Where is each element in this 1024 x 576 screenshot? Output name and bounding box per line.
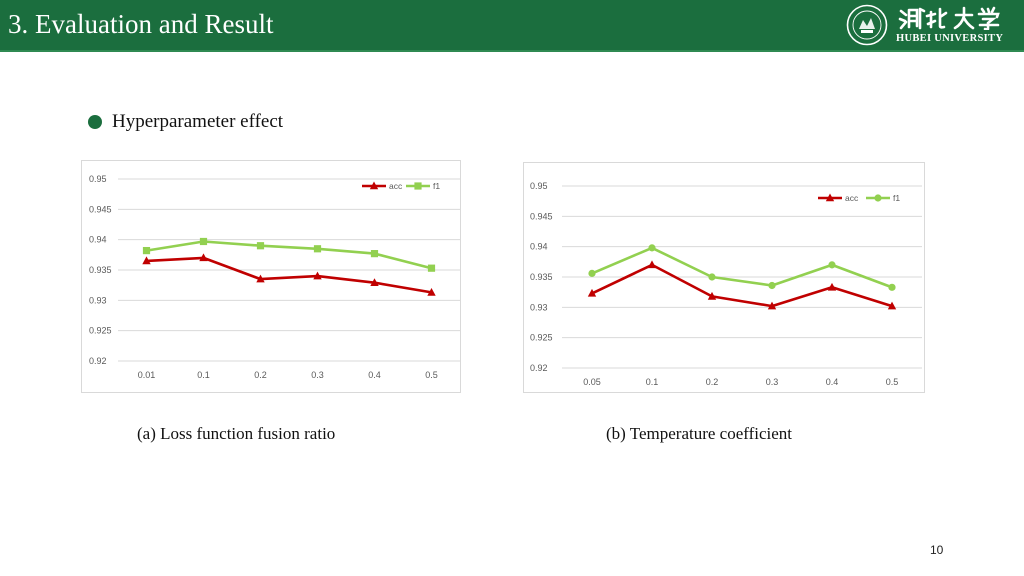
data-point-f1 [588, 269, 596, 277]
university-seal-icon [846, 4, 888, 46]
chart-a-svg: 0.92 0.925 0.93 0.935 0.94 0.945 0.95 0.01 0.1 0.… [89, 174, 460, 380]
x-tick-label: 0.5 [886, 377, 899, 387]
y-tick-label: 0.935 [89, 265, 112, 275]
data-point-f1 [256, 242, 265, 250]
x-tick-label: 0.1 [197, 370, 210, 380]
y-tick-label: 0.945 [89, 204, 112, 214]
university-name-calligraphy [898, 6, 1000, 30]
slide-title: 3. Evaluation and Result [8, 9, 274, 39]
x-tick-label: 0.2 [254, 370, 267, 380]
x-tick-label: 0.1 [646, 377, 659, 387]
page-number: 10 [930, 543, 944, 557]
data-point-acc [199, 253, 208, 262]
caption-a: (a) Loss function fusion ratio [137, 424, 336, 443]
y-tick-label: 0.93 [89, 295, 107, 305]
university-name-english: HUBEI UNIVERSITY [896, 33, 1004, 44]
caption-b: (b) Temperature coefficient [606, 424, 793, 443]
data-point-f1 [142, 246, 151, 255]
bullet-text: Hyperparameter effect [112, 111, 284, 132]
chart-b-svg: 0.92 0.925 0.93 0.935 0.94 0.945 0.95 0.05 0.1 0.… [530, 181, 922, 387]
series-line-f1 [146, 240, 432, 270]
series-line-acc [591, 263, 893, 308]
data-point-f1 [648, 244, 656, 252]
slide-header: 3. Evaluation and Result HUBEI UNIVERSIT… [0, 0, 1024, 52]
legend-label-acc: acc [389, 181, 403, 191]
x-tick-label: 0.3 [766, 377, 779, 387]
chart-temperature-coefficient: 0.92 0.925 0.93 0.935 0.94 0.945 0.95 0.05 0.1 0.… [523, 162, 925, 393]
data-point-acc [427, 287, 436, 296]
data-point-acc [142, 256, 151, 265]
legend-label-f1: f1 [433, 181, 440, 191]
legend-marker-acc [369, 181, 379, 190]
legend-marker-f1 [874, 194, 882, 202]
y-tick-label: 0.94 [530, 242, 548, 252]
y-tick-label: 0.945 [530, 211, 553, 221]
data-point-acc [827, 282, 837, 291]
data-point-f1 [427, 264, 436, 272]
x-tick-label: 0.2 [706, 377, 719, 387]
data-point-f1 [199, 237, 208, 246]
legend-marker-f1 [414, 182, 422, 190]
data-point-acc [587, 288, 597, 297]
series-line-acc [146, 256, 432, 294]
y-tick-label: 0.935 [530, 272, 553, 282]
legend-label-acc: acc [845, 193, 859, 203]
data-point-acc [887, 301, 897, 310]
legend-marker-acc [825, 193, 835, 202]
y-tick-label: 0.94 [89, 235, 107, 245]
data-point-f1 [768, 281, 776, 290]
x-tick-label: 0.5 [425, 370, 438, 380]
y-tick-label: 0.925 [530, 333, 553, 343]
data-point-f1 [313, 245, 322, 253]
data-point-acc [256, 274, 265, 283]
university-logo: HUBEI UNIVERSITY [846, 4, 1016, 48]
data-point-acc [767, 301, 777, 310]
data-point-acc [370, 278, 379, 287]
x-tick-label: 0.3 [311, 370, 324, 380]
chart-loss-fusion-ratio: 0.92 0.925 0.93 0.935 0.94 0.945 0.95 0.01 0.1 0.… [81, 160, 461, 393]
data-point-f1 [888, 283, 896, 291]
series-line-f1 [591, 246, 893, 289]
data-point-f1 [828, 261, 836, 269]
y-tick-label: 0.925 [89, 326, 112, 336]
legend-label-f1: f1 [893, 193, 900, 203]
x-tick-label: 0.01 [138, 370, 156, 380]
data-point-acc [707, 291, 717, 300]
y-tick-label: 0.95 [89, 174, 107, 184]
x-tick-label: 0.05 [583, 377, 601, 387]
x-tick-label: 0.4 [826, 377, 839, 387]
data-point-f1 [370, 250, 379, 258]
data-point-f1 [708, 273, 716, 281]
y-tick-label: 0.92 [530, 363, 548, 373]
data-point-acc [313, 271, 322, 280]
y-tick-label: 0.95 [530, 181, 548, 191]
y-tick-label: 0.93 [530, 302, 548, 312]
bullet-dot-icon [88, 115, 102, 129]
x-tick-label: 0.4 [368, 370, 381, 380]
y-tick-label: 0.92 [89, 356, 107, 366]
data-point-acc [647, 260, 657, 269]
